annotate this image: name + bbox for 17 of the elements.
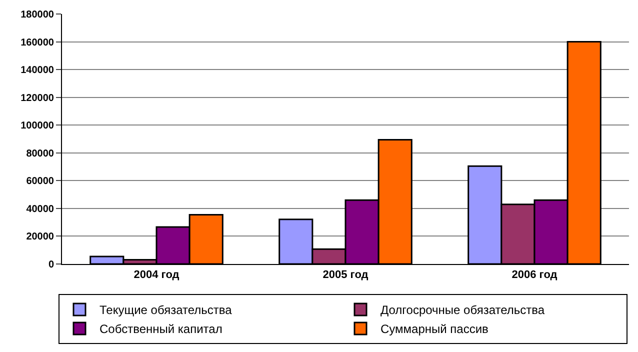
legend-label: Долгосрочные обязательства bbox=[380, 303, 545, 318]
y-tick-label: 120000 bbox=[20, 92, 54, 104]
legend-label: Суммарный пассив bbox=[380, 322, 488, 336]
legend-label: Собственный капитал bbox=[100, 322, 222, 336]
y-tick-label: 160000 bbox=[20, 37, 54, 48]
y-tick-label: 140000 bbox=[20, 65, 54, 76]
x-tick-label: 2005 год bbox=[322, 269, 368, 282]
y-tick-label: 40000 bbox=[26, 204, 54, 215]
y-tick-label: 100000 bbox=[20, 120, 54, 132]
y-tick-label: 80000 bbox=[26, 148, 54, 160]
legend-label: Текущие обязательства bbox=[100, 303, 232, 318]
y-tick-label: 20000 bbox=[26, 232, 54, 243]
y-tick-label: 60000 bbox=[26, 176, 54, 188]
x-tick-label: 2004 год bbox=[134, 269, 180, 282]
x-tick-label: 2006 год bbox=[512, 269, 558, 282]
y-tick-label: 0 bbox=[48, 260, 54, 270]
y-tick-label: 180000 bbox=[20, 10, 54, 20]
